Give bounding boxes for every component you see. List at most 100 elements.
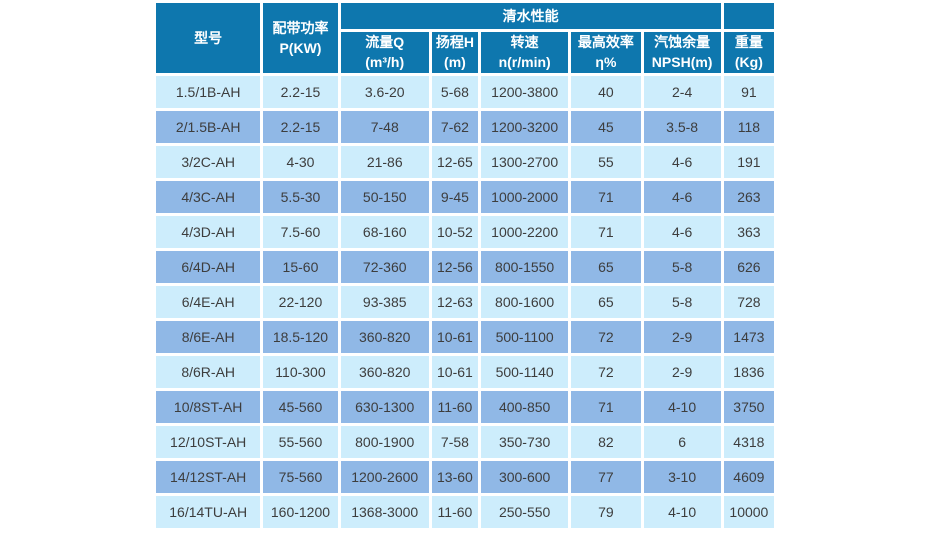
value-cell: 4-6 <box>643 145 721 178</box>
value-cell: 40 <box>571 75 641 108</box>
model-cell: 4/3C-AH <box>156 180 261 213</box>
value-cell: 21-86 <box>340 145 429 178</box>
pump-spec-table: 型号 配带功率 P(KW) 清水性能 流量Q (m³/h) 扬程H ( <box>153 0 777 531</box>
value-cell: 3-10 <box>643 460 721 493</box>
header-efficiency-line1: 最高效率 <box>577 34 634 50</box>
header-speed-line2: n(r/min) <box>498 54 551 71</box>
value-cell: 250-550 <box>481 495 569 528</box>
value-cell: 9-45 <box>431 180 478 213</box>
model-cell: 8/6R-AH <box>156 355 261 388</box>
model-cell: 6/4E-AH <box>156 285 261 318</box>
value-cell: 6 <box>643 425 721 458</box>
value-cell: 360-820 <box>340 355 429 388</box>
value-cell: 71 <box>571 390 641 423</box>
value-cell: 4-30 <box>263 145 338 178</box>
value-cell: 1836 <box>723 355 774 388</box>
value-cell: 500-1140 <box>481 355 569 388</box>
table-row: 8/6R-AH 110-300 360-820 10-61 500-1140 72 2-9 1… <box>156 355 774 388</box>
value-cell: 72 <box>571 320 641 353</box>
value-cell: 91 <box>723 75 774 108</box>
value-cell: 55 <box>571 145 641 178</box>
header-head-line1: 扬程H <box>435 34 474 50</box>
value-cell: 160-1200 <box>263 495 338 528</box>
value-cell: 12-63 <box>431 285 478 318</box>
value-cell: 68-160 <box>340 215 429 248</box>
header-weight-line2: (Kg) <box>734 54 763 71</box>
value-cell: 71 <box>571 215 641 248</box>
value-cell: 728 <box>723 285 774 318</box>
value-cell: 1000-2000 <box>481 180 569 213</box>
value-cell: 65 <box>571 250 641 283</box>
value-cell: 10000 <box>723 495 774 528</box>
value-cell: 191 <box>723 145 774 178</box>
value-cell: 4-10 <box>643 390 721 423</box>
value-cell: 10-52 <box>431 215 478 248</box>
table-header: 型号 配带功率 P(KW) 清水性能 流量Q (m³/h) 扬程H ( <box>156 3 774 73</box>
value-cell: 77 <box>571 460 641 493</box>
header-model-label: 型号 <box>194 29 223 46</box>
header-performance-group: 清水性能 <box>340 3 721 29</box>
header-power-line2: P(KW) <box>279 39 322 56</box>
model-cell: 10/8ST-AH <box>156 390 261 423</box>
value-cell: 2.2-15 <box>263 110 338 143</box>
value-cell: 55-560 <box>263 425 338 458</box>
value-cell: 45 <box>571 110 641 143</box>
header-npsh: 汽蚀余量 NPSH(m) <box>643 32 721 73</box>
value-cell: 4609 <box>723 460 774 493</box>
header-row-sub: 流量Q (m³/h) 扬程H (m) 转速 n(r/min) 最高效率 η% 汽… <box>156 32 774 73</box>
value-cell: 363 <box>723 215 774 248</box>
value-cell: 3.5-8 <box>643 110 721 143</box>
value-cell: 800-1550 <box>481 250 569 283</box>
header-power: 配带功率 P(KW) <box>263 3 338 73</box>
value-cell: 360-820 <box>340 320 429 353</box>
header-head: 扬程H (m) <box>431 32 478 73</box>
header-weight: 重量 (Kg) <box>723 32 774 73</box>
value-cell: 4-6 <box>643 180 721 213</box>
value-cell: 18.5-120 <box>263 320 338 353</box>
value-cell: 263 <box>723 180 774 213</box>
header-weight-line1: 重量 <box>734 34 763 50</box>
value-cell: 4-6 <box>643 215 721 248</box>
model-cell: 1.5/1B-AH <box>156 75 261 108</box>
table-row: 14/12ST-AH 75-560 1200-2600 13-60 300-600 77 3… <box>156 460 774 493</box>
value-cell: 2-9 <box>643 320 721 353</box>
value-cell: 3.6-20 <box>340 75 429 108</box>
header-efficiency: 最高效率 η% <box>571 32 641 73</box>
value-cell: 400-850 <box>481 390 569 423</box>
header-flow-line2: (m³/h) <box>365 54 405 71</box>
value-cell: 65 <box>571 285 641 318</box>
value-cell: 10-61 <box>431 320 478 353</box>
value-cell: 300-600 <box>481 460 569 493</box>
model-cell: 2/1.5B-AH <box>156 110 261 143</box>
value-cell: 71 <box>571 180 641 213</box>
value-cell: 1300-2700 <box>481 145 569 178</box>
value-cell: 15-60 <box>263 250 338 283</box>
value-cell: 5-8 <box>643 250 721 283</box>
value-cell: 1200-3800 <box>481 75 569 108</box>
value-cell: 7.5-60 <box>263 215 338 248</box>
value-cell: 1368-3000 <box>340 495 429 528</box>
model-cell: 14/12ST-AH <box>156 460 261 493</box>
value-cell: 5-8 <box>643 285 721 318</box>
value-cell: 800-1600 <box>481 285 569 318</box>
value-cell: 82 <box>571 425 641 458</box>
header-power-line1: 配带功率 <box>272 19 329 36</box>
value-cell: 72 <box>571 355 641 388</box>
value-cell: 4318 <box>723 425 774 458</box>
table-row: 16/14TU-AH 160-1200 1368-3000 11-60 250-550 7… <box>156 495 774 528</box>
header-efficiency-line2: η% <box>595 54 617 71</box>
value-cell: 630-1300 <box>340 390 429 423</box>
value-cell: 2-9 <box>643 355 721 388</box>
value-cell: 118 <box>723 110 774 143</box>
table-row: 12/10ST-AH 55-560 800-1900 7-58 350-730 82 6 43… <box>156 425 774 458</box>
model-cell: 4/3D-AH <box>156 215 261 248</box>
value-cell: 7-58 <box>431 425 478 458</box>
value-cell: 10-61 <box>431 355 478 388</box>
value-cell: 22-120 <box>263 285 338 318</box>
value-cell: 75-560 <box>263 460 338 493</box>
value-cell: 626 <box>723 250 774 283</box>
table-row: 3/2C-AH 4-30 21-86 12-65 1300-2700 55 4-6 191 <box>156 145 774 178</box>
table-row: 6/4D-AH 15-60 72-360 12-56 800-1550 65 5-8 626 <box>156 250 774 283</box>
header-flow: 流量Q (m³/h) <box>340 32 429 73</box>
